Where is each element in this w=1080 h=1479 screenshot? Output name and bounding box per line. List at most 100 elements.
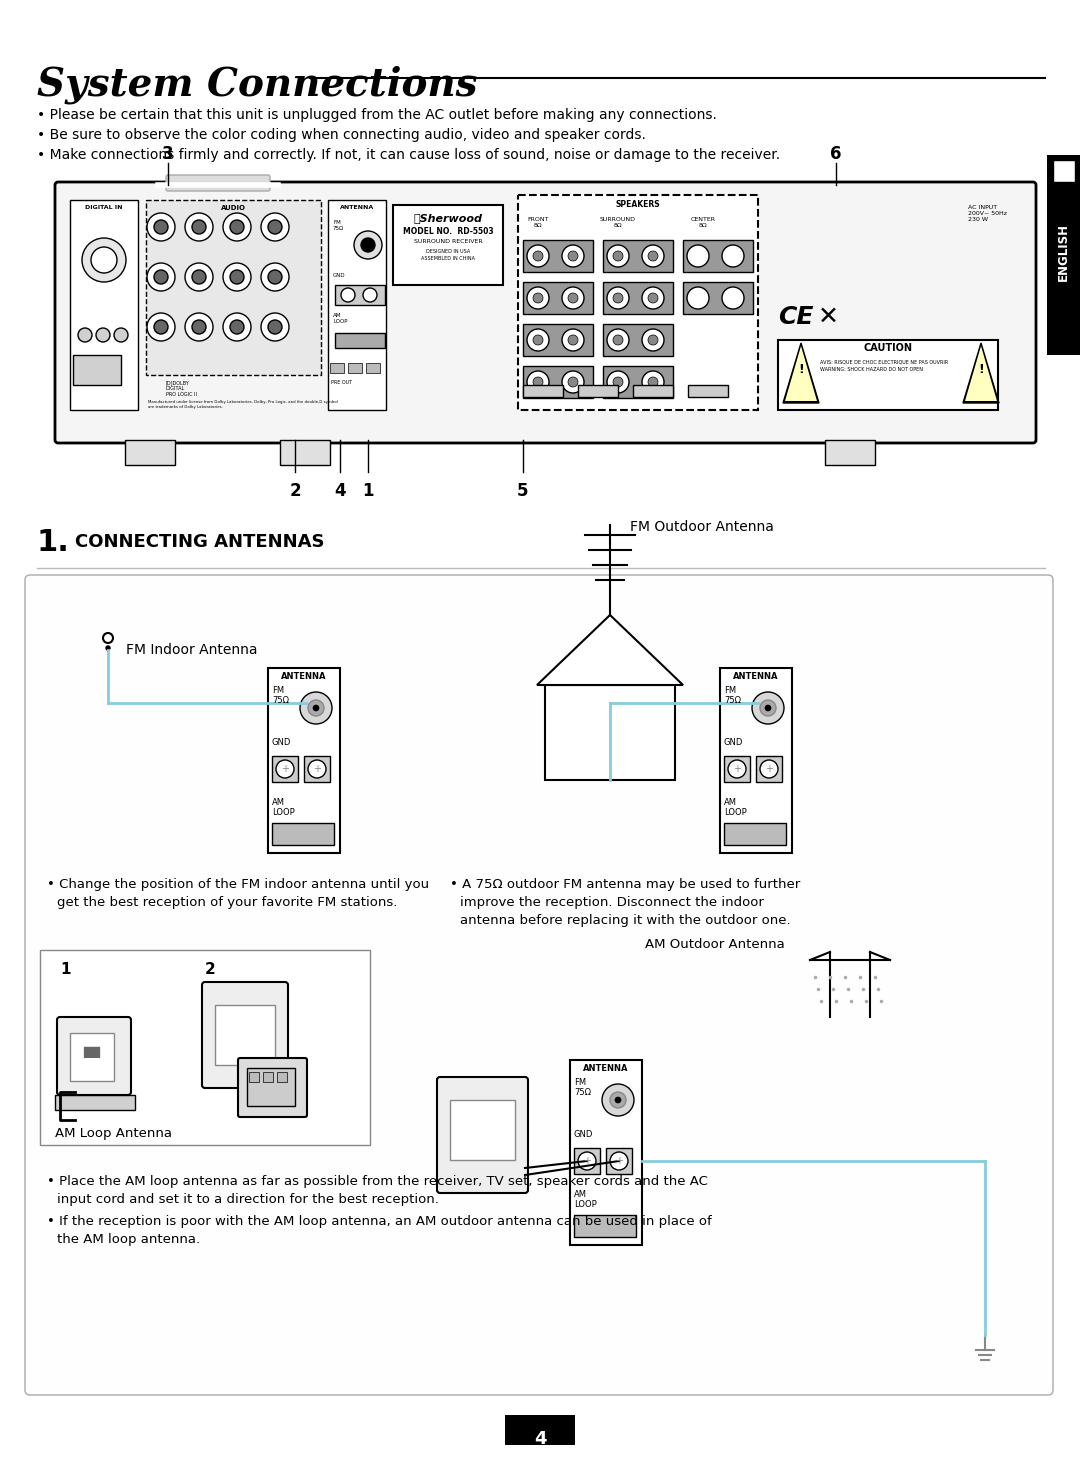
Text: SURROUND RECEIVER: SURROUND RECEIVER (414, 240, 483, 244)
Text: SURROUND
8Ω: SURROUND 8Ω (600, 217, 636, 228)
FancyBboxPatch shape (57, 1018, 131, 1094)
Text: AM
LOOP: AM LOOP (333, 314, 348, 324)
Circle shape (261, 263, 289, 291)
Polygon shape (963, 343, 999, 402)
Text: • A 75Ω outdoor FM antenna may be used to further: • A 75Ω outdoor FM antenna may be used t… (450, 879, 800, 890)
Circle shape (361, 238, 375, 251)
Bar (825, 439, 875, 464)
Bar (268, 669, 340, 853)
Bar (573, 1216, 636, 1236)
Circle shape (82, 238, 126, 282)
Text: 1: 1 (362, 482, 374, 500)
Text: FRONT
8Ω: FRONT 8Ω (527, 217, 549, 228)
Circle shape (527, 328, 549, 351)
Text: 5: 5 (517, 482, 529, 500)
Bar (276, 1072, 287, 1083)
Text: !: ! (798, 362, 804, 376)
Circle shape (568, 336, 578, 345)
Circle shape (752, 692, 784, 725)
Bar (518, 195, 758, 410)
Text: +: + (615, 1157, 623, 1165)
Bar (249, 1072, 259, 1083)
Circle shape (261, 314, 289, 342)
Text: input cord and set it to a direction for the best reception.: input cord and set it to a direction for… (57, 1194, 438, 1205)
Text: • Change the position of the FM indoor antenna until you: • Change the position of the FM indoor a… (48, 879, 429, 890)
Circle shape (185, 213, 213, 241)
Text: GND: GND (272, 738, 292, 747)
FancyBboxPatch shape (166, 175, 270, 191)
Circle shape (192, 271, 206, 284)
Text: FM
75Ω: FM 75Ω (272, 686, 289, 705)
Text: improve the reception. Disconnect the indoor: improve the reception. Disconnect the in… (460, 896, 764, 910)
Circle shape (642, 287, 664, 309)
Circle shape (723, 287, 744, 309)
Circle shape (613, 377, 623, 387)
Text: AVIS: RISQUE DE CHOC ELECTRIQUE NE PAS OUVRIR
WARNING: SHOCK HAZARD DO NOT OPEN: AVIS: RISQUE DE CHOC ELECTRIQUE NE PAS O… (820, 359, 948, 373)
Text: +: + (313, 765, 321, 774)
Circle shape (363, 288, 377, 302)
Bar (264, 1072, 273, 1083)
Polygon shape (966, 346, 997, 401)
Text: !: ! (978, 362, 984, 376)
Bar (366, 362, 380, 373)
Text: PRE OUT: PRE OUT (330, 380, 352, 385)
Circle shape (642, 246, 664, 268)
Bar (688, 385, 728, 396)
Circle shape (610, 1152, 627, 1170)
Text: 4: 4 (334, 482, 346, 500)
Text: 1.: 1. (37, 528, 70, 558)
Bar (545, 685, 675, 779)
Text: Manufactured under license from Dolby Laboratories. Dolby, Pro Logic, and the do: Manufactured under license from Dolby La… (148, 399, 338, 408)
Text: 2: 2 (289, 482, 301, 500)
Circle shape (527, 371, 549, 393)
Circle shape (534, 293, 543, 303)
Circle shape (578, 1152, 596, 1170)
Text: the AM loop antenna.: the AM loop antenna. (57, 1233, 200, 1245)
Circle shape (607, 371, 629, 393)
Circle shape (648, 336, 658, 345)
Bar (606, 1148, 632, 1174)
Bar (523, 324, 593, 356)
Circle shape (78, 328, 92, 342)
Circle shape (261, 213, 289, 241)
Bar (633, 385, 673, 396)
Bar (683, 282, 753, 314)
Bar (280, 439, 330, 464)
Bar (247, 1068, 295, 1106)
Text: +: + (281, 765, 289, 774)
Bar (55, 1094, 135, 1111)
Text: ENGLISH: ENGLISH (1056, 223, 1069, 281)
Circle shape (91, 247, 117, 274)
Text: [D]DOLBY
DIGITAL
PRO LOGIC II: [D]DOLBY DIGITAL PRO LOGIC II (166, 380, 197, 396)
Circle shape (308, 760, 326, 778)
Circle shape (648, 251, 658, 260)
Bar (778, 340, 998, 410)
FancyBboxPatch shape (238, 1057, 307, 1117)
Circle shape (562, 371, 584, 393)
Circle shape (230, 319, 244, 334)
Bar (70, 200, 138, 410)
Text: FM
75Ω: FM 75Ω (724, 686, 741, 705)
Text: • If the reception is poor with the AM loop antenna, an AM outdoor antenna can b: • If the reception is poor with the AM l… (48, 1216, 712, 1228)
Text: FM
75Ω: FM 75Ω (573, 1078, 591, 1097)
Circle shape (648, 377, 658, 387)
Text: FM
75Ω: FM 75Ω (333, 220, 345, 231)
Circle shape (300, 692, 332, 725)
Text: +: + (733, 765, 741, 774)
Circle shape (230, 271, 244, 284)
Text: DESIGNED IN USA: DESIGNED IN USA (426, 248, 470, 254)
Bar (272, 822, 334, 845)
Circle shape (765, 705, 771, 711)
Circle shape (230, 220, 244, 234)
Polygon shape (785, 346, 816, 401)
Text: ✕: ✕ (818, 305, 839, 328)
Circle shape (615, 1097, 621, 1103)
Circle shape (192, 220, 206, 234)
Text: SPEAKERS: SPEAKERS (616, 200, 660, 209)
Text: antenna before replacing it with the outdoor one.: antenna before replacing it with the out… (460, 914, 791, 927)
Text: FM Indoor Antenna: FM Indoor Antenna (126, 643, 257, 657)
Bar (330, 362, 345, 373)
Bar (603, 365, 673, 398)
Bar (603, 324, 673, 356)
Circle shape (192, 319, 206, 334)
